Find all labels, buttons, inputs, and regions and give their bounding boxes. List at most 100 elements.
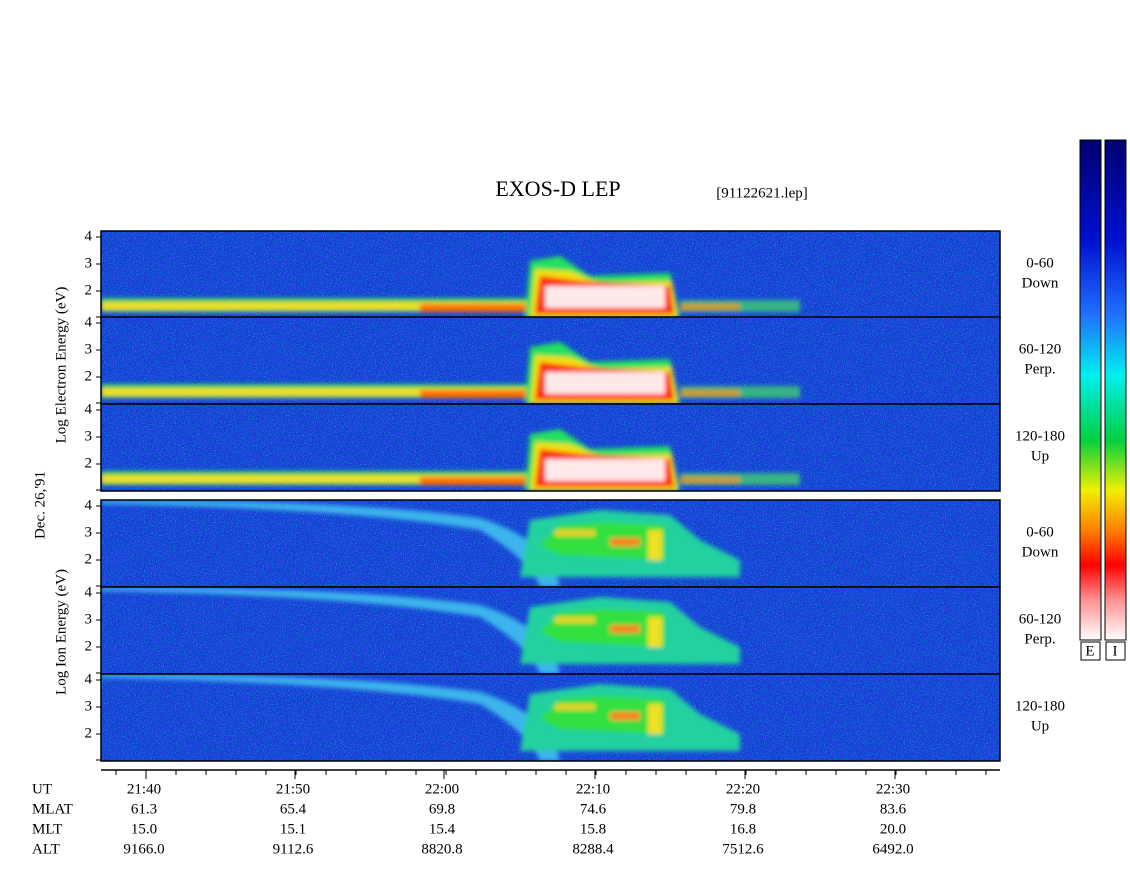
y-tick-label: 2 — [85, 551, 93, 567]
y-tick-label: 4 — [85, 314, 93, 330]
row-value: 22:00 — [425, 781, 459, 797]
core — [545, 459, 665, 481]
electron-axis-label: Log Electron Energy (eV) — [53, 287, 69, 444]
panel-direction: Perp. — [1024, 631, 1055, 647]
streak — [648, 704, 662, 734]
panel-angle: 60-120 — [1019, 341, 1062, 357]
panel-frame — [100, 403, 1001, 492]
y-tick-label: 4 — [85, 401, 93, 417]
row-value: 61.3 — [131, 801, 157, 817]
panel-image — [101, 231, 1000, 318]
panel-angle: 120-180 — [1015, 698, 1065, 714]
y-tick-label: 3 — [85, 524, 93, 540]
y-tick-label: 3 — [85, 255, 93, 271]
core — [545, 372, 665, 394]
time-axis: UT 21:40 21:50 22:00 22:10 22:20 22:30 MLAT 61.3… — [32, 769, 1000, 857]
date-label: Dec. 26,'91 — [32, 471, 48, 539]
panel-angle: 0-60 — [1026, 524, 1054, 540]
arc — [101, 587, 560, 674]
row-value: 74.6 — [580, 801, 607, 817]
row-value: 69.8 — [429, 801, 455, 817]
y-tick-label: 2 — [85, 455, 93, 471]
row-value: 15.1 — [280, 821, 306, 837]
colorbar-key: E — [1085, 643, 1094, 659]
arc — [101, 674, 560, 761]
y-tick-label: 4 — [85, 671, 93, 687]
row-value: 15.0 — [131, 821, 157, 837]
band — [420, 304, 530, 312]
y-tick-label: 4 — [85, 584, 93, 600]
streak — [555, 704, 595, 710]
panel-angle: 120-180 — [1015, 428, 1065, 444]
streak — [555, 530, 595, 536]
row-value: 21:50 — [276, 781, 310, 797]
y-tick-label: 3 — [85, 611, 93, 627]
row-name: ALT — [32, 841, 60, 857]
streak — [648, 617, 662, 647]
spectrograms: 4 3 2 0-60 Down 4 3 2 60-120 Perp. 4 3 2 120-180 Up 4 3 2… — [85, 228, 1065, 762]
row-value: 79.8 — [730, 801, 756, 817]
streak — [648, 530, 662, 560]
row-name: UT — [32, 781, 52, 797]
panel: 4 3 2 60-120 Perp. — [85, 584, 1062, 675]
row-value: 21:40 — [127, 781, 161, 797]
row-value: 83.6 — [880, 801, 907, 817]
panel: 4 3 2 120-180 Up — [85, 401, 1065, 492]
y-tick-label: 2 — [85, 282, 93, 298]
band — [420, 390, 530, 398]
y-tick-label: 4 — [85, 228, 93, 244]
panel-angle: 60-120 — [1019, 611, 1062, 627]
colorbar-key: I — [1113, 643, 1118, 659]
row-value: 7512.6 — [722, 841, 764, 857]
row-value: 22:30 — [876, 781, 910, 797]
colorbar-key-box — [1105, 641, 1126, 661]
colorbar — [1079, 139, 1102, 641]
y-tick-label: 3 — [85, 341, 93, 357]
colorbar-key-box — [1080, 641, 1101, 661]
tail — [680, 390, 740, 396]
panel-image — [101, 587, 1000, 674]
panel-direction: Down — [1022, 544, 1059, 560]
tail — [680, 477, 740, 483]
streak — [610, 712, 640, 720]
row-value: 22:20 — [726, 781, 760, 797]
tail — [680, 304, 740, 310]
streak — [610, 538, 640, 546]
y-tick-label: 2 — [85, 725, 93, 741]
row-value: 15.8 — [580, 821, 606, 837]
y-tick-label: 3 — [85, 698, 93, 714]
panel-frame — [100, 673, 1001, 762]
flux — [101, 587, 740, 674]
panel-direction: Up — [1031, 718, 1049, 734]
band — [101, 475, 531, 483]
panel: 4 3 2 60-120 Perp. — [85, 314, 1062, 405]
row-value: 16.8 — [730, 821, 756, 837]
panel: 4 3 2 0-60 Down — [85, 497, 1059, 588]
y-tick-label: 2 — [85, 638, 93, 654]
row-value: 9166.0 — [123, 841, 164, 857]
title: EXOS-D LEP — [495, 176, 620, 201]
panel-image — [101, 317, 1000, 404]
panel-image — [101, 500, 1000, 587]
blob — [540, 609, 665, 647]
band — [420, 477, 530, 485]
row-value: 22:10 — [576, 781, 610, 797]
panel-image — [101, 404, 1000, 491]
row-name: MLT — [32, 821, 62, 837]
panel-direction: Perp. — [1024, 361, 1055, 377]
streak — [555, 617, 595, 623]
y-tick-label: 4 — [85, 497, 93, 513]
row-name: MLAT — [32, 801, 73, 817]
panel-angle: 0-60 — [1026, 255, 1054, 271]
row-value: 8288.4 — [572, 841, 614, 857]
arc — [101, 500, 560, 587]
flux — [101, 674, 740, 761]
streak — [610, 625, 640, 633]
row-value: 15.4 — [429, 821, 456, 837]
file-name: [91122621.lep] — [716, 185, 808, 201]
flux — [101, 342, 800, 404]
row-value: 6492.0 — [872, 841, 913, 857]
core — [545, 286, 665, 308]
